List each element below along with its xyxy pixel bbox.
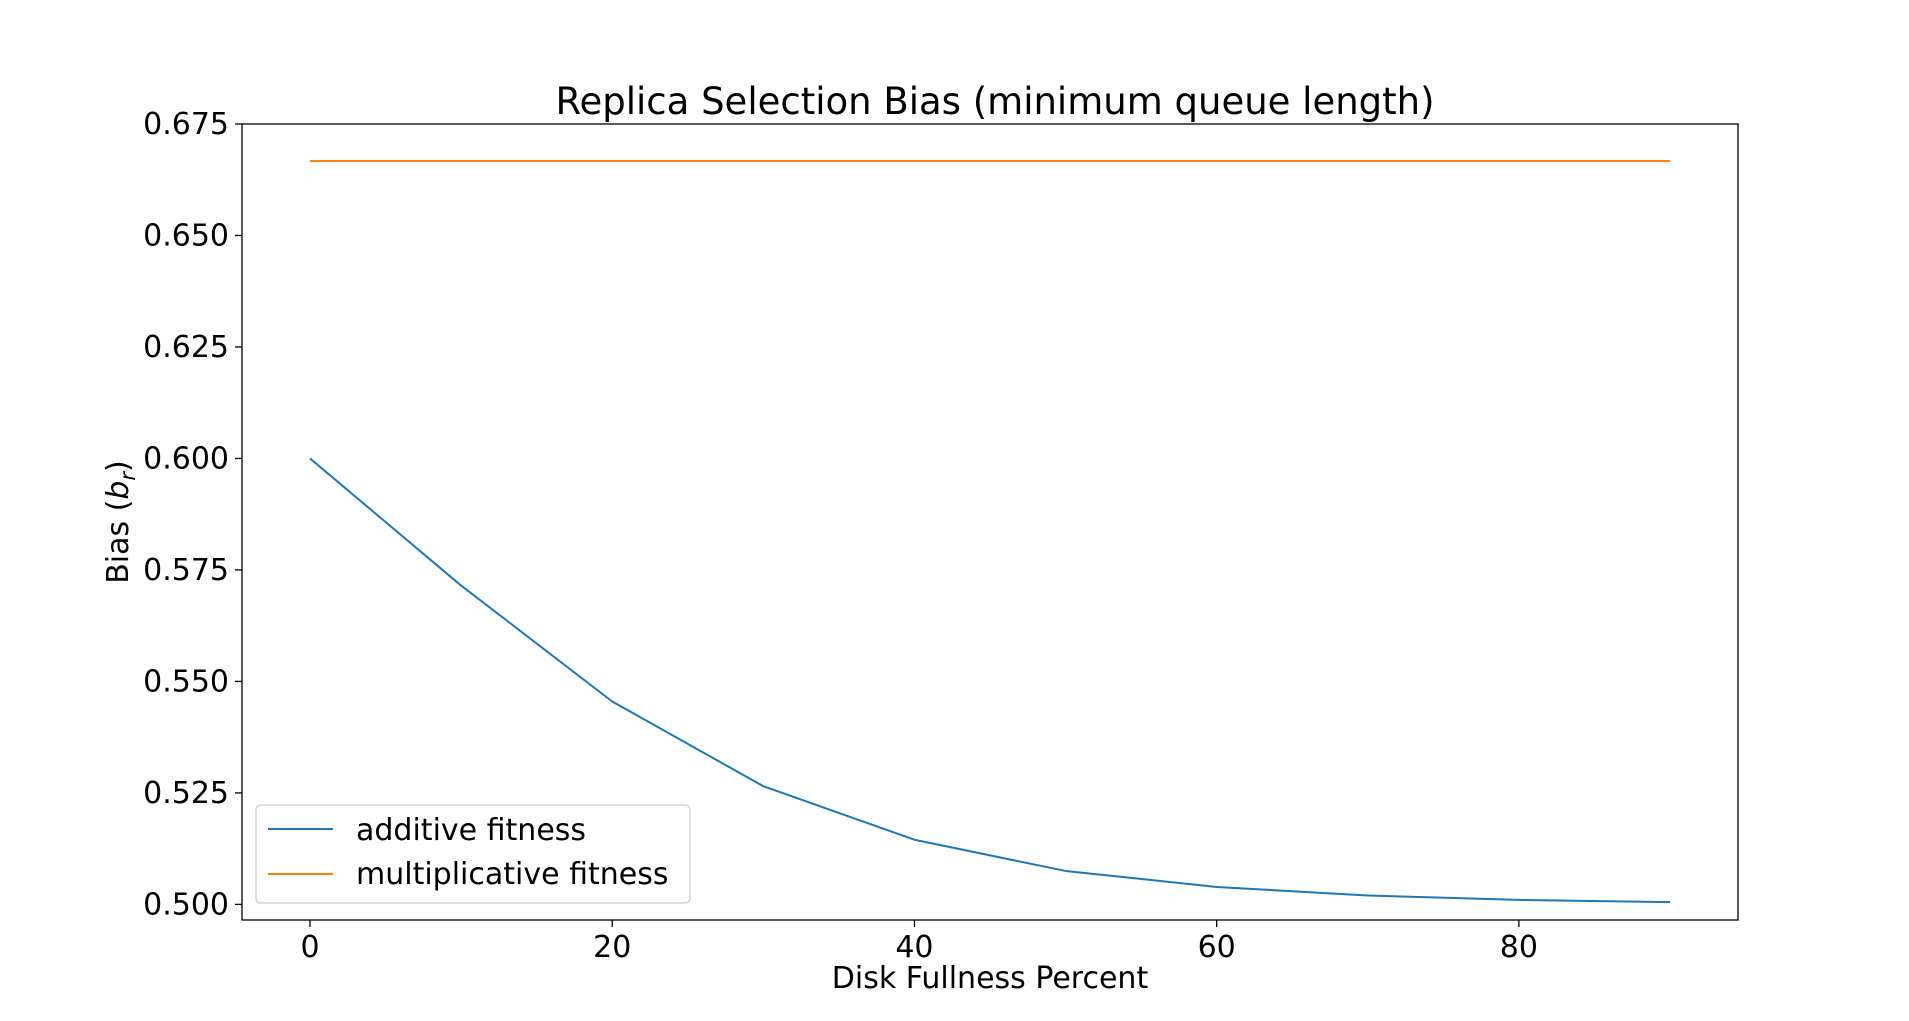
x-tick-label: 0	[300, 930, 319, 965]
x-axis-ticks: 0 20 40 60 80	[300, 920, 1538, 965]
legend-frame	[255, 804, 691, 904]
x-tick-label: 80	[1500, 930, 1538, 965]
y-tick-label: 0.525	[143, 776, 229, 811]
y-tick-label: 0.600	[143, 441, 229, 476]
y-axis-label-symbol: b	[101, 481, 136, 500]
y-axis-label-subscript: r	[116, 471, 140, 481]
y-tick-label: 0.675	[143, 107, 229, 142]
y-tick-label: 0.575	[143, 553, 229, 588]
series-line-additive-fitness	[309, 457, 1671, 904]
y-tick-label: 0.650	[143, 218, 229, 253]
y-tick-label: 0.550	[143, 664, 229, 699]
y-axis-ticks: 0.500 0.525 0.550 0.575 0.600 0.625 0.650 0.675	[143, 107, 242, 922]
x-axis-label: Disk Fullness Percent	[832, 961, 1149, 996]
x-tick-label: 20	[593, 930, 631, 965]
y-axis-label-text: Bias (	[101, 500, 136, 584]
x-tick-label: 60	[1198, 930, 1236, 965]
legend-label-additive-fitness: additive fitness	[356, 813, 586, 848]
plot-area-frame	[241, 123, 1739, 921]
legend-label-multiplicative-fitness: multiplicative fitness	[356, 857, 669, 892]
y-axis-label: Bias (br)	[101, 460, 140, 584]
legend: additive fitness multiplicative fitness	[255, 804, 691, 904]
series-group	[309, 160, 1671, 904]
y-axis-label-close: )	[101, 460, 136, 472]
x-tick-label: 40	[895, 930, 933, 965]
y-tick-label: 0.625	[143, 330, 229, 365]
chart-title: Replica Selection Bias (minimum queue le…	[555, 80, 1434, 123]
y-tick-label: 0.500	[143, 887, 229, 922]
